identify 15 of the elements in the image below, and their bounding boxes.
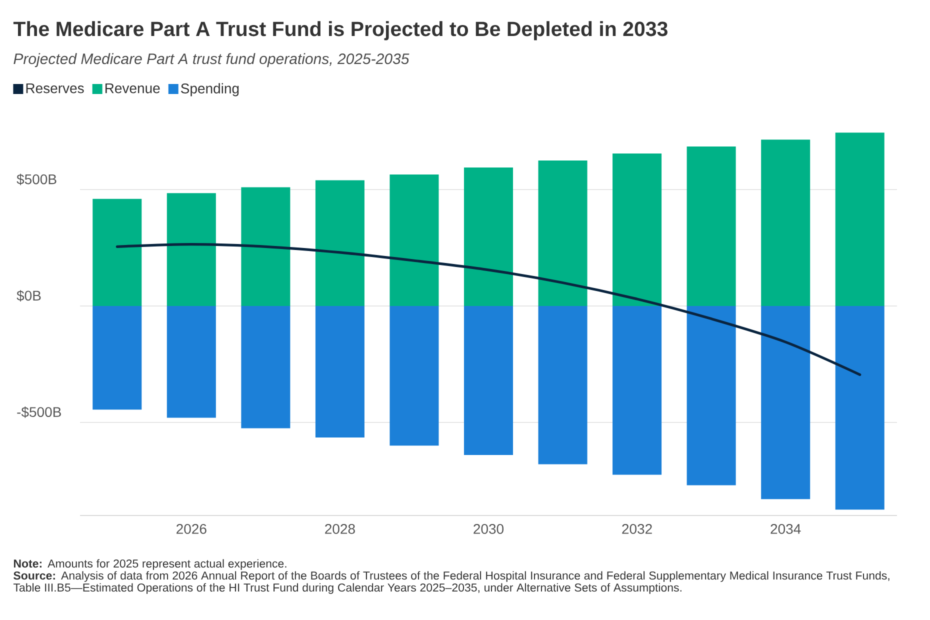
legend-label: Reserves xyxy=(26,83,84,94)
x-tick-label: 2030 xyxy=(474,524,504,534)
text: Source: Analysis of data from 2026 Annual Report of the Boards of Trustees of the Federal Hospital Insurance and Federal Supplementary Medical Insurance Trust Funds, Table III.B5—Estimated Operations of the HI Trust Fund during Calendar Years 2025–2035, under Alternative Sets of Assumptions. xyxy=(13,571,890,594)
legend-label: Revenue xyxy=(105,83,160,94)
y-tick-label: $0B xyxy=(16,290,41,302)
x-tick-label: 2026 xyxy=(176,524,206,534)
y-tick-label: $500B xyxy=(16,174,56,186)
text: Note: Amounts for 2025 represent actual experience. xyxy=(14,559,286,570)
legend-label: Spending xyxy=(181,83,239,96)
chart-subtitle: Projected Medicare Part A trust fund operations, 2025-2035 xyxy=(14,53,410,68)
x-tick-label: 2028 xyxy=(325,524,355,534)
y-tick-label: -$500B xyxy=(17,406,61,418)
chart-title: The Medicare Part A Trust Fund is Projected to Be Depleted in 2033 xyxy=(13,21,668,40)
x-tick-label: 2034 xyxy=(770,524,801,534)
x-tick-label: 2032 xyxy=(622,524,652,534)
